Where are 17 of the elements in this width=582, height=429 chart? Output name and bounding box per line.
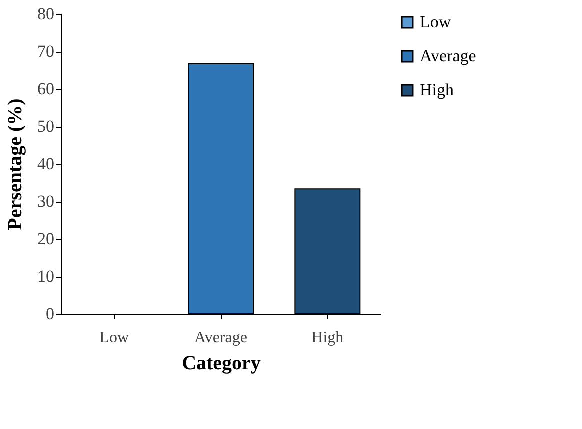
y-axis-title: Persentage (%)	[4, 98, 26, 230]
y-tick-label: 0	[46, 304, 54, 324]
x-axis-title: Category	[182, 352, 261, 374]
y-tick-label: 20	[38, 230, 54, 248]
legend-label: High	[420, 80, 454, 100]
legend-label: Low	[420, 12, 452, 32]
y-tick-label: 50	[38, 117, 54, 136]
x-tick-label: Low	[100, 330, 130, 346]
legend-label: Average	[420, 46, 476, 66]
y-tick-label: 80	[38, 4, 54, 24]
y-tick-label: 60	[38, 80, 54, 98]
y-tick-label: 30	[38, 192, 54, 211]
y-tick-label: 40	[38, 154, 54, 174]
x-tick-label: High	[312, 330, 344, 346]
x-tick-label: Average	[194, 330, 248, 346]
y-tick-label: 70	[38, 42, 54, 61]
y-tick-label: 10	[38, 267, 54, 286]
